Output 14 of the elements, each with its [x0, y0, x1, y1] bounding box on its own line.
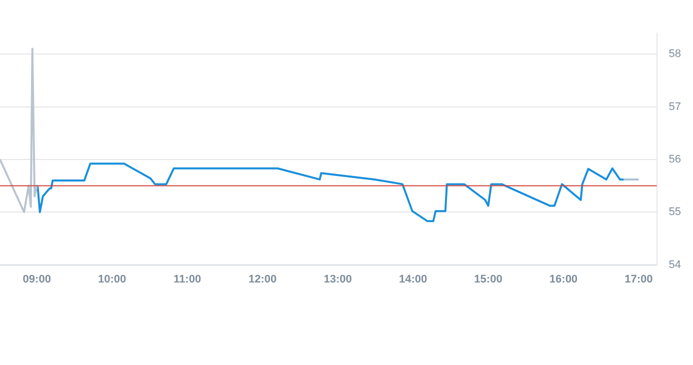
y-tick-label: 57	[668, 100, 682, 113]
x-tick-label: 13:00	[324, 273, 352, 286]
x-tick-label: 10:00	[98, 273, 126, 286]
x-tick-label: 11:00	[174, 273, 202, 286]
x-tick-label: 16:00	[549, 273, 578, 286]
y-tick-label: 55	[668, 206, 682, 218]
y-tick-label: 56	[668, 153, 682, 166]
x-tick-label: 14:00	[398, 273, 428, 286]
x-tick-label: 17:00	[624, 273, 653, 286]
y-tick-label: 54	[668, 258, 682, 271]
x-tick-label: 12:00	[248, 273, 277, 286]
y-tick-label: 58	[668, 48, 682, 60]
x-tick-label: 09:00	[22, 273, 51, 286]
x-tick-label: 15:00	[474, 273, 502, 286]
